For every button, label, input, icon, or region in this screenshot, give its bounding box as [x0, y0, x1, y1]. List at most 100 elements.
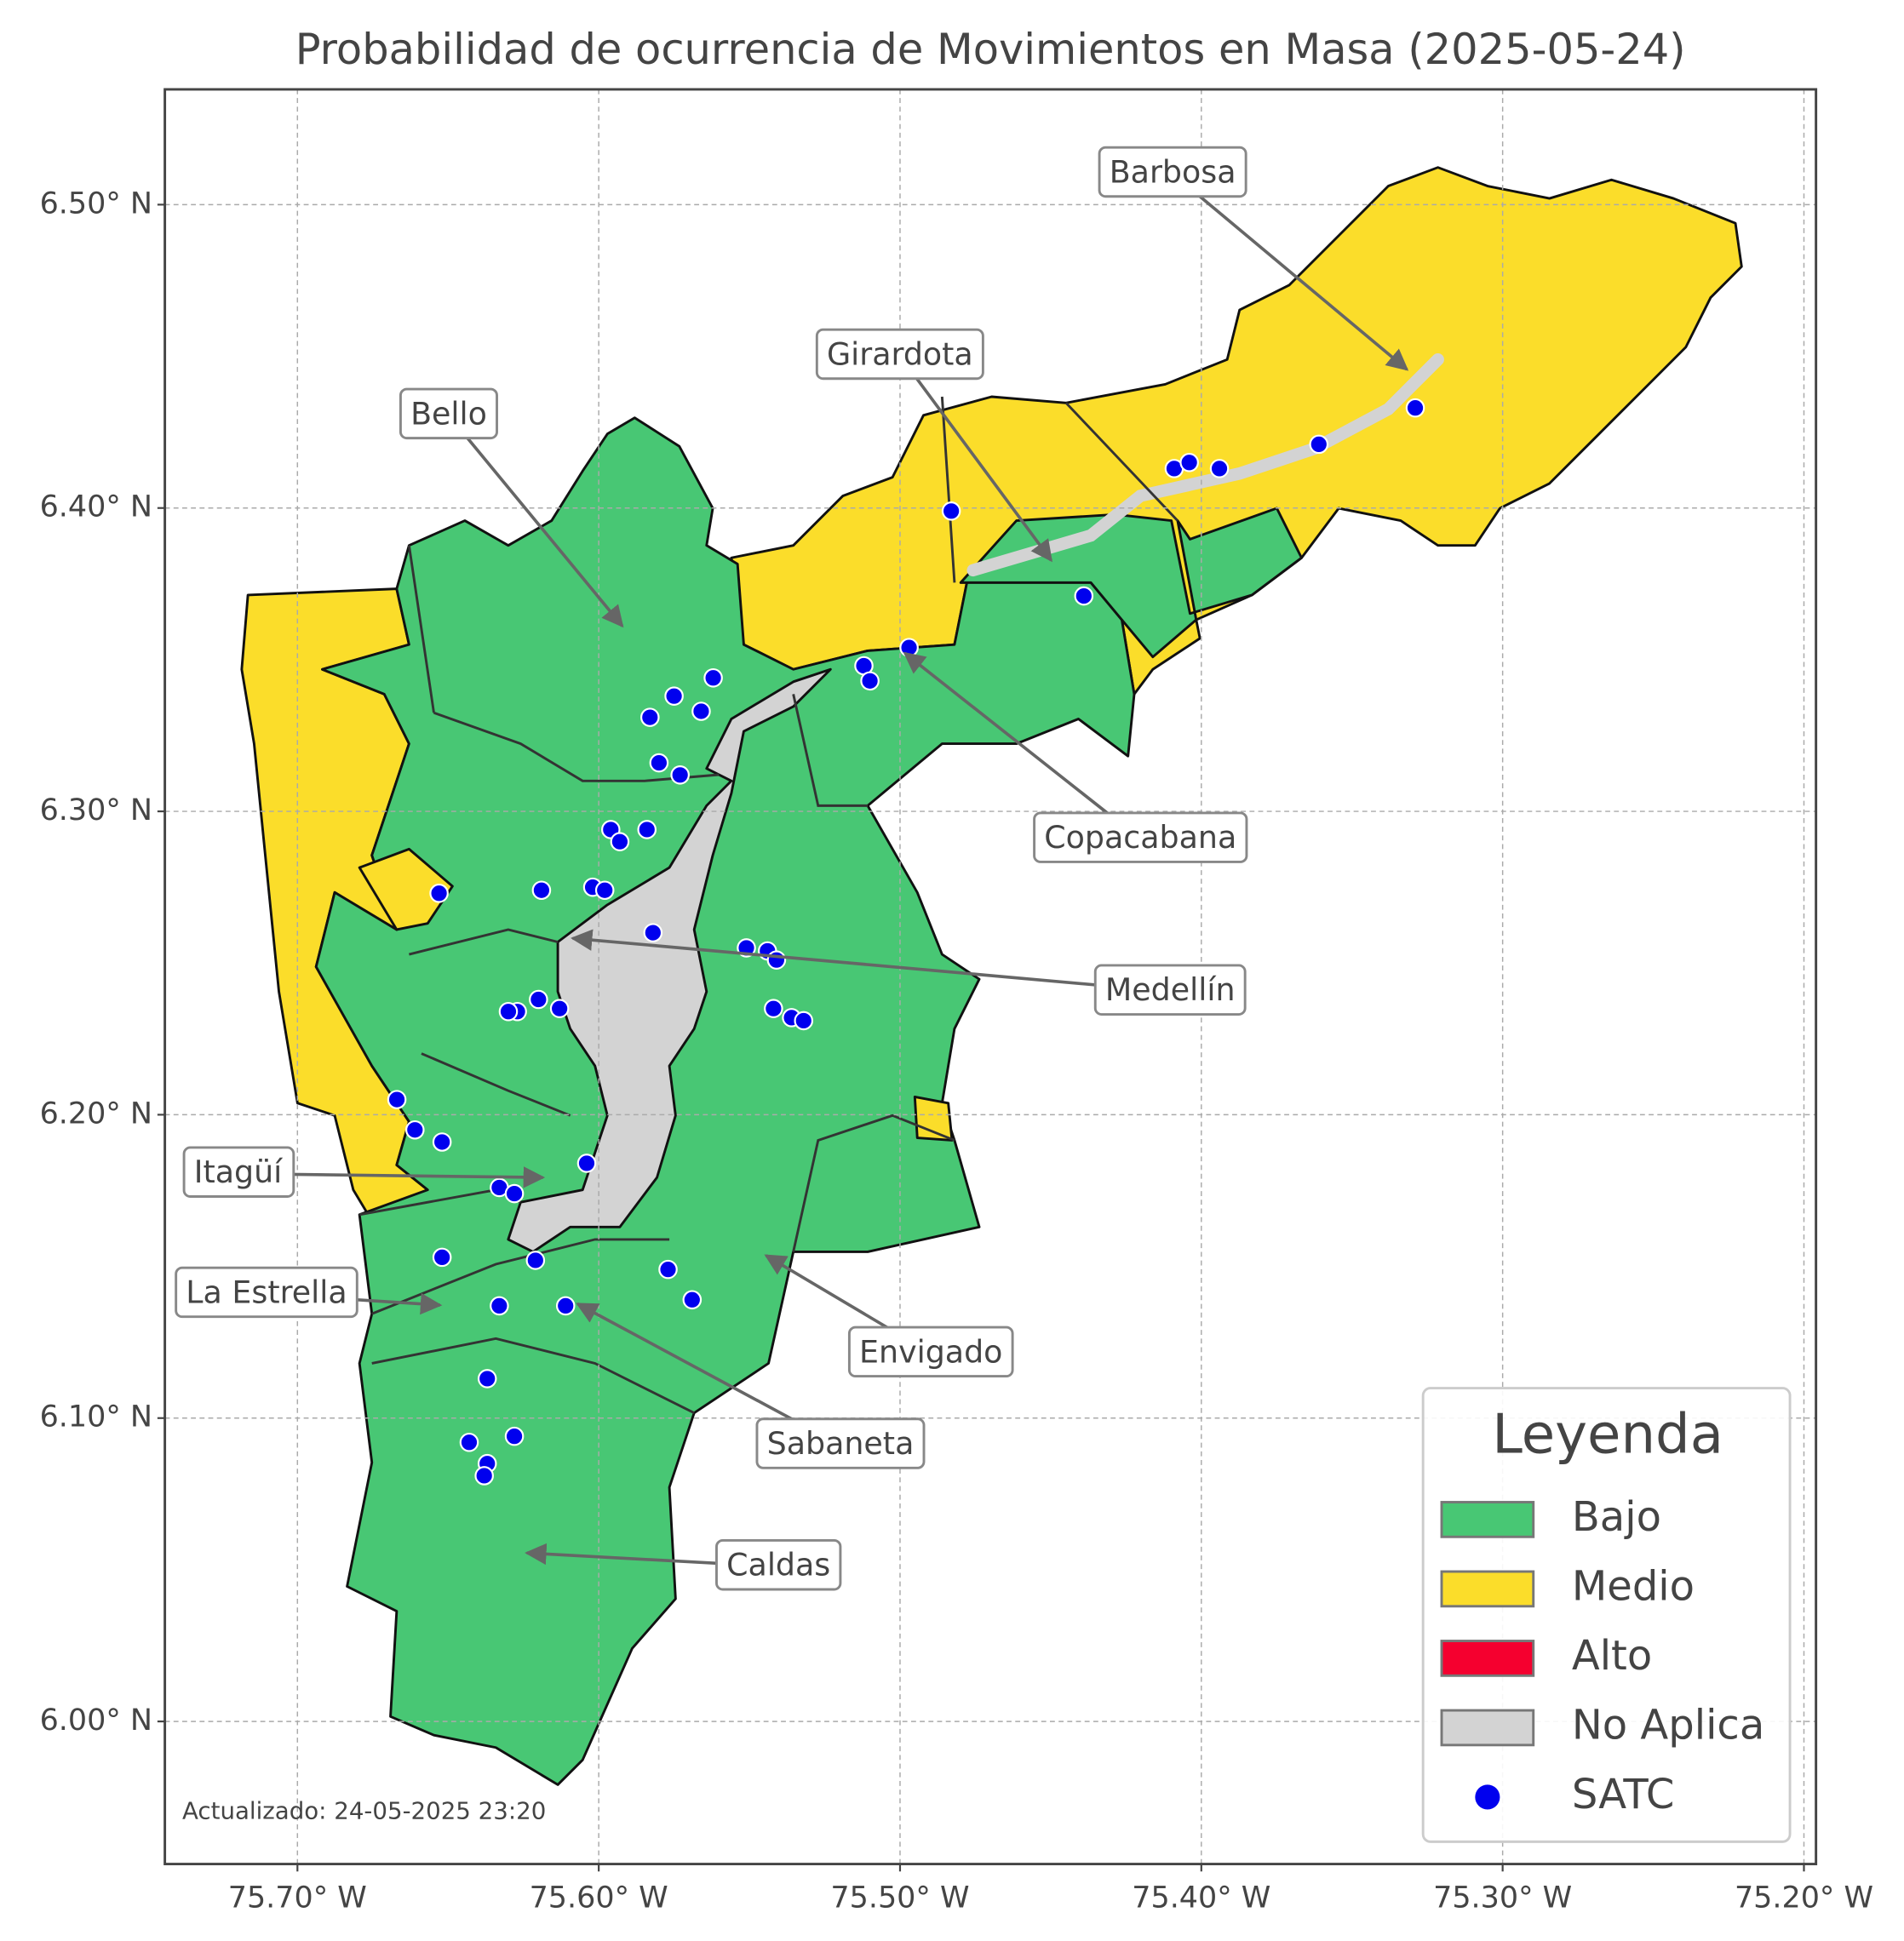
station-point [498, 1001, 519, 1022]
annotation-box [182, 1146, 295, 1198]
map-title: Probabilidad de ocurrencia de Movimiento… [295, 25, 1686, 74]
station-point [529, 989, 548, 1010]
annotation-label: Envigado [859, 1333, 1002, 1370]
annotation-label: Girardota [827, 335, 973, 372]
annotation-label: Sabaneta [767, 1425, 915, 1462]
annotation-box [755, 1417, 926, 1469]
legend-title: Leyenda [1492, 1403, 1723, 1466]
station-point [504, 1426, 525, 1446]
legend-swatch [1440, 1709, 1535, 1747]
station-point [432, 1247, 452, 1268]
station-point [549, 999, 570, 1018]
annotation-arrow [1171, 172, 1409, 371]
legend-marker [1475, 1784, 1500, 1810]
station-point [658, 1259, 678, 1280]
x-tick-label: 75.30° W [1433, 1881, 1572, 1915]
x-tick-label: 75.60° W [530, 1881, 668, 1915]
station-point [1209, 459, 1230, 478]
legend-swatch [1440, 1501, 1535, 1538]
annotation-box [175, 1266, 358, 1319]
station-point [474, 1466, 494, 1486]
region-medio [913, 1096, 954, 1142]
update-note: Actualizado: 24-05-2025 23:20 [182, 1796, 546, 1824]
station-point [860, 671, 880, 691]
annotation-label: Barbosa [1110, 153, 1236, 190]
station-point [640, 707, 660, 727]
station-point [477, 1369, 497, 1388]
legend-swatch [1440, 1570, 1535, 1608]
y-tick-label: 6.20° N [40, 1096, 152, 1131]
x-tick-label: 75.40° W [1132, 1881, 1270, 1915]
station-point [649, 753, 669, 773]
annotation-label: Caldas [726, 1547, 830, 1583]
station-point [594, 880, 615, 901]
y-tick-label: 6.10° N [40, 1400, 152, 1434]
axes-frame [163, 88, 1818, 1866]
annotation-box [1093, 964, 1247, 1016]
legend-label: Alto [1572, 1632, 1652, 1680]
annotation-arrow [903, 651, 1142, 841]
station-point [610, 832, 630, 851]
annotation-box [399, 387, 498, 440]
station-point [531, 880, 552, 901]
station-point [899, 638, 919, 657]
annotation-box [1033, 811, 1248, 863]
annotation-arrow [571, 929, 1171, 993]
y-tick-label: 6.50° N [40, 186, 152, 220]
station-point [576, 1154, 597, 1173]
legend-label: No Aplica [1572, 1701, 1764, 1749]
river-corridor [966, 353, 1444, 577]
station-point [941, 501, 961, 521]
x-tick-label: 75.20° W [1735, 1881, 1873, 1915]
annotation-box [1098, 146, 1247, 198]
y-tick-label: 6.00° N [40, 1703, 152, 1738]
legend-label: Bajo [1572, 1493, 1661, 1541]
station-point [1405, 398, 1425, 418]
district-lines [358, 396, 1179, 1414]
station-point [387, 1090, 407, 1109]
annotation-box [715, 1538, 842, 1591]
station-point [682, 1290, 703, 1310]
station-point [691, 701, 711, 721]
region-no-aplica [507, 667, 832, 1253]
station-point [432, 1132, 452, 1152]
x-tick-label: 75.50° W [830, 1881, 969, 1915]
station-point [670, 765, 690, 785]
annotation-label: Medellín [1105, 971, 1236, 1008]
annotation-label: Copacabana [1044, 819, 1236, 856]
station-point [643, 923, 663, 942]
station-point [1074, 586, 1094, 606]
station-point [1309, 434, 1329, 455]
station-point [1179, 452, 1199, 472]
station-point [504, 1183, 525, 1204]
station-point [405, 1119, 425, 1140]
y-tick-label: 6.30° N [40, 793, 152, 827]
annotation-label: Bello [410, 395, 487, 432]
station-point [490, 1296, 509, 1316]
station-point [664, 686, 684, 706]
station-point [429, 884, 449, 903]
annotation-label: La Estrella [186, 1274, 347, 1310]
station-point [764, 999, 783, 1018]
x-tick-label: 75.70° W [228, 1881, 367, 1915]
station-point [555, 1296, 576, 1316]
region-medio [358, 847, 454, 931]
station-point [766, 950, 787, 970]
station-point [794, 1011, 814, 1031]
legend-label: Medio [1572, 1562, 1695, 1610]
annotation-arrow [447, 414, 624, 628]
annotation-box [815, 328, 984, 381]
annotation-arrow [898, 354, 1052, 563]
annotation-box [847, 1325, 1014, 1378]
station-point [703, 667, 723, 688]
region-medio [730, 166, 1743, 696]
y-tick-label: 6.40° N [40, 490, 152, 524]
station-point [525, 1251, 546, 1270]
station-point [637, 820, 657, 839]
legend-label: SATC [1572, 1771, 1675, 1818]
annotation-label: Itagüí [194, 1154, 284, 1190]
legend-swatch [1440, 1640, 1535, 1677]
station-point [459, 1432, 479, 1452]
